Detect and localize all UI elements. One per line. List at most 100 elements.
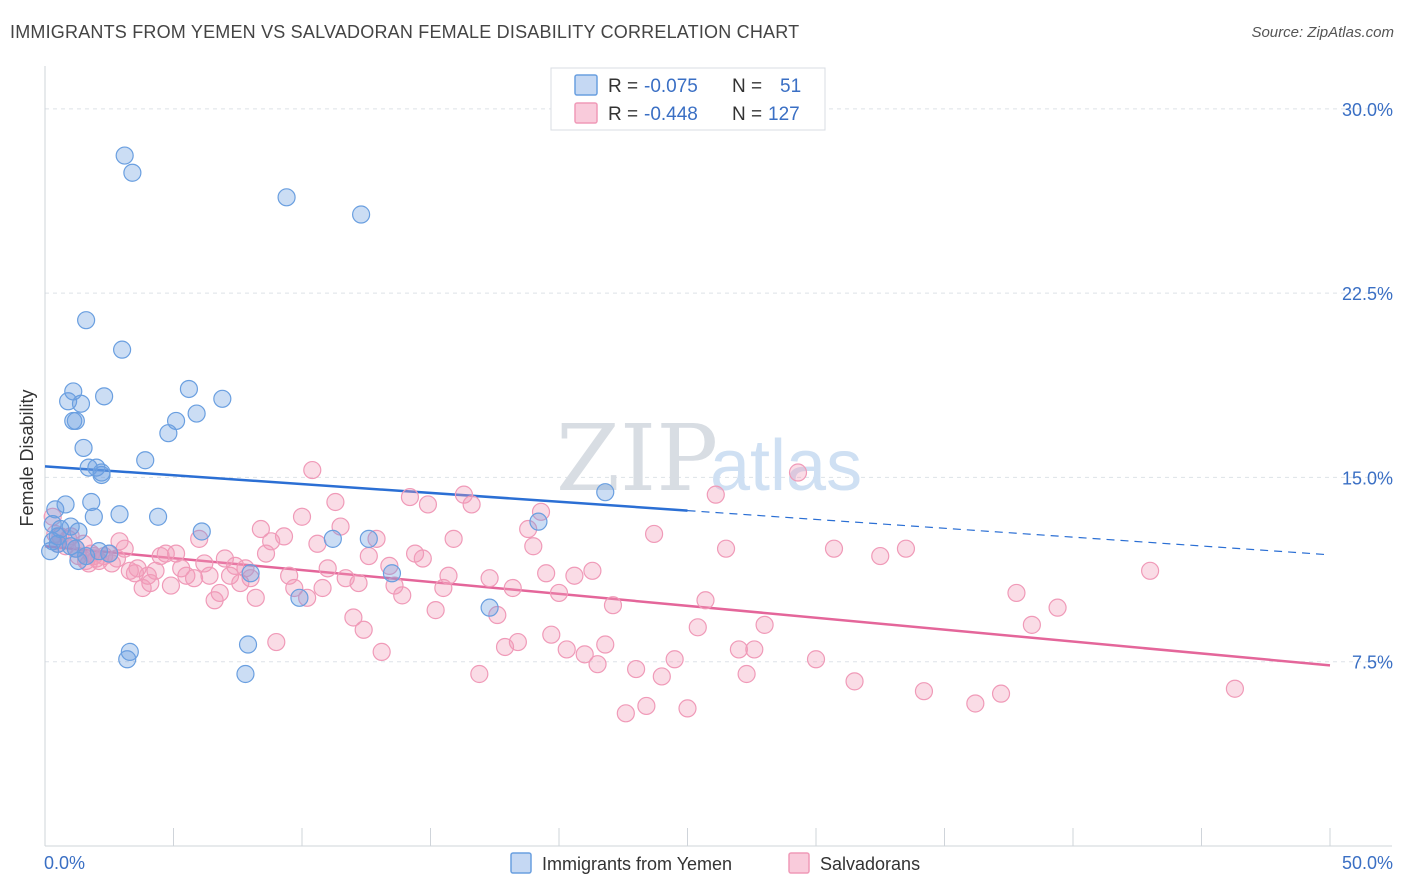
salvadorans-point-111 bbox=[706, 485, 725, 504]
yemen-point-48 bbox=[290, 588, 309, 607]
yemen-point-44 bbox=[236, 664, 255, 684]
yemen-points bbox=[41, 146, 615, 684]
salvadorans-point-109 bbox=[688, 618, 707, 637]
yemen-point-31 bbox=[112, 340, 132, 359]
salvadorans-point-73 bbox=[400, 487, 420, 507]
salvadorans-point-110 bbox=[696, 591, 715, 610]
salvadorans-point-117 bbox=[788, 463, 808, 482]
y-tick-label-3: 30.0% bbox=[1342, 100, 1393, 120]
salvadorans-point-54 bbox=[285, 578, 304, 598]
salvadorans-point-59 bbox=[313, 578, 332, 598]
yemen-point-4 bbox=[48, 527, 67, 546]
salvadorans-point-77 bbox=[426, 601, 445, 620]
yemen-point-42 bbox=[192, 522, 211, 541]
legend-n-value-2: 127 bbox=[768, 104, 800, 125]
salvadorans-point-70 bbox=[380, 556, 399, 575]
yemen-point-54 bbox=[529, 512, 548, 531]
y-tick-label-0: 7.5% bbox=[1352, 653, 1393, 673]
salvadorans-point-45 bbox=[236, 559, 255, 578]
salvadorans-point-118 bbox=[806, 650, 826, 669]
salvadorans-point-100 bbox=[596, 635, 615, 654]
salvadorans-point-60 bbox=[318, 559, 337, 578]
yemen-point-7 bbox=[56, 495, 75, 514]
axes bbox=[44, 66, 1392, 847]
salvadorans-point-40 bbox=[210, 583, 229, 603]
yemen-point-18 bbox=[74, 438, 93, 458]
salvadorans-point-115 bbox=[745, 640, 764, 659]
salvadorans-point-51 bbox=[267, 632, 286, 652]
series-legend: Immigrants from Yemen Salvadorans bbox=[510, 852, 920, 874]
salvadorans-point-41 bbox=[215, 549, 234, 568]
watermark-zip: ZIP bbox=[556, 405, 718, 512]
yemen-point-35 bbox=[123, 163, 142, 182]
salvadorans-point-84 bbox=[480, 569, 499, 588]
yemen-point-17 bbox=[71, 394, 91, 413]
salvadorans-point-46 bbox=[241, 569, 260, 588]
series-swatch-yemen bbox=[510, 852, 532, 874]
salvadorans-point-75 bbox=[413, 549, 432, 568]
salvadorans-point-119 bbox=[824, 539, 844, 558]
salvadorans-points bbox=[43, 460, 1245, 723]
salvadorans-point-112 bbox=[716, 539, 736, 558]
yemen-point-45 bbox=[238, 635, 258, 654]
salvadorans-point-130 bbox=[1225, 679, 1245, 698]
legend-swatch-yemen bbox=[574, 74, 598, 96]
x-tick-labels: 0.0% 50.0% bbox=[44, 853, 1393, 873]
salvadorans-point-80 bbox=[444, 529, 463, 548]
salvadorans-point-114 bbox=[737, 664, 756, 684]
yemen-point-22 bbox=[82, 492, 101, 512]
yemen-point-47 bbox=[277, 188, 296, 207]
yemen-point-39 bbox=[166, 411, 186, 431]
yemen-point-3 bbox=[46, 500, 65, 519]
salvadorans-point-107 bbox=[665, 650, 684, 669]
y-tick-labels: 7.5% 15.0% 22.5% 30.0% bbox=[1342, 100, 1393, 673]
yemen-point-43 bbox=[213, 389, 232, 408]
salvadorans-point-129 bbox=[1140, 561, 1160, 580]
salvadorans-point-58 bbox=[308, 534, 327, 553]
yemen-point-36 bbox=[136, 451, 155, 470]
salvadorans-point-69 bbox=[372, 642, 391, 661]
salvadorans-point-88 bbox=[508, 632, 527, 652]
salvadorans-point-97 bbox=[575, 645, 594, 664]
salvadorans-point-108 bbox=[678, 699, 697, 718]
salvadorans-point-76 bbox=[418, 495, 438, 514]
yemen-point-27 bbox=[95, 387, 114, 406]
salvadorans-point-104 bbox=[637, 696, 656, 716]
yemen-point-20 bbox=[77, 311, 96, 330]
yemen-point-28 bbox=[92, 463, 111, 482]
salvadorans-point-56 bbox=[298, 588, 317, 607]
legend-n-value-1: 51 bbox=[780, 76, 801, 97]
yemen-point-37 bbox=[148, 507, 168, 526]
salvadorans-point-61 bbox=[326, 492, 345, 512]
salvadorans-trend-line bbox=[44, 544, 1331, 667]
salvadorans-point-96 bbox=[565, 566, 584, 585]
salvadorans-point-47 bbox=[246, 588, 265, 607]
salvadorans-point-42 bbox=[220, 566, 240, 585]
salvadorans-point-89 bbox=[519, 519, 538, 539]
salvadorans-point-128 bbox=[1048, 598, 1067, 617]
salvadorans-point-116 bbox=[755, 615, 774, 634]
yemen-point-52 bbox=[382, 564, 402, 583]
legend-r-value-1: -0.075 bbox=[644, 76, 698, 97]
salvadorans-point-68 bbox=[367, 529, 386, 548]
salvadorans-point-57 bbox=[303, 460, 322, 480]
watermark-atlas: atlas bbox=[710, 426, 862, 506]
y-axis-title: Female Disability bbox=[17, 389, 37, 526]
series-label-yemen: Immigrants from Yemen bbox=[542, 854, 732, 874]
salvadorans-point-99 bbox=[588, 655, 607, 674]
salvadorans-point-66 bbox=[354, 620, 373, 639]
yemen-point-29 bbox=[100, 544, 119, 563]
legend-r-label-2: R = bbox=[608, 104, 638, 125]
legend-n-label-2: N = bbox=[732, 104, 762, 125]
salvadorans-point-93 bbox=[542, 625, 561, 644]
x-tick-label-0: 0.0% bbox=[44, 853, 85, 873]
yemen-point-50 bbox=[352, 205, 371, 224]
salvadorans-point-38 bbox=[200, 566, 219, 585]
salvadorans-point-35 bbox=[184, 569, 204, 588]
salvadorans-point-72 bbox=[393, 586, 412, 605]
legend-r-label-1: R = bbox=[608, 76, 638, 97]
yemen-point-23 bbox=[84, 507, 103, 526]
yemen-point-33 bbox=[118, 650, 137, 669]
salvadorans-point-105 bbox=[644, 524, 664, 544]
salvadorans-point-67 bbox=[359, 546, 378, 566]
